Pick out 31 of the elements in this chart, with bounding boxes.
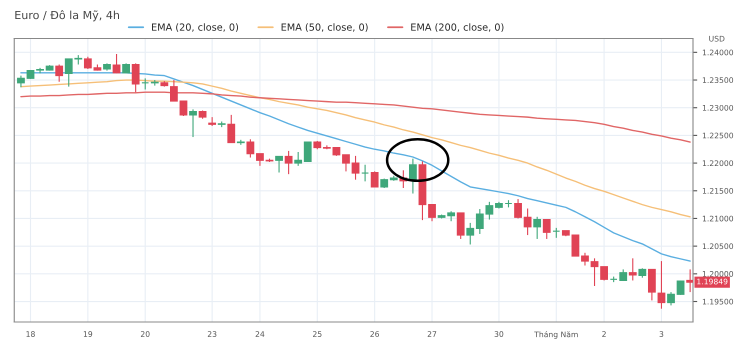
- candlestick: [284, 150, 293, 175]
- candlestick: [408, 158, 417, 194]
- candlestick: [370, 170, 379, 188]
- candlestick: [380, 178, 388, 189]
- candlestick: [638, 268, 646, 278]
- candlestick: [304, 141, 312, 162]
- candlestick: [55, 64, 64, 82]
- candlestick: [122, 62, 130, 74]
- candlestick: [141, 78, 150, 90]
- candlestick: [275, 156, 283, 174]
- candlestick: [74, 54, 82, 66]
- candlestick: [542, 219, 551, 240]
- candlestick: [189, 108, 197, 138]
- candlestick: [552, 227, 560, 238]
- candlestick: [361, 164, 369, 182]
- candlestick: [132, 62, 140, 93]
- legend-label: EMA (50, close, 0): [282, 23, 368, 32]
- candlestick: [294, 151, 302, 166]
- candlestick: [658, 260, 666, 310]
- candlestick: [112, 53, 120, 74]
- candlestick: [628, 258, 637, 282]
- candlestick: [533, 216, 542, 240]
- legend-label: EMA (20, close, 0): [152, 23, 238, 32]
- candlestick: [466, 222, 474, 246]
- candlestick: [64, 58, 73, 88]
- candlestick: [456, 212, 465, 240]
- candlestick: [227, 114, 236, 144]
- candlestick: [476, 208, 484, 235]
- candlestick: [648, 268, 656, 301]
- chart-title: Euro / Đô la Mỹ, 4h: [15, 10, 119, 22]
- legend-label: EMA (200, close, 0): [411, 23, 504, 32]
